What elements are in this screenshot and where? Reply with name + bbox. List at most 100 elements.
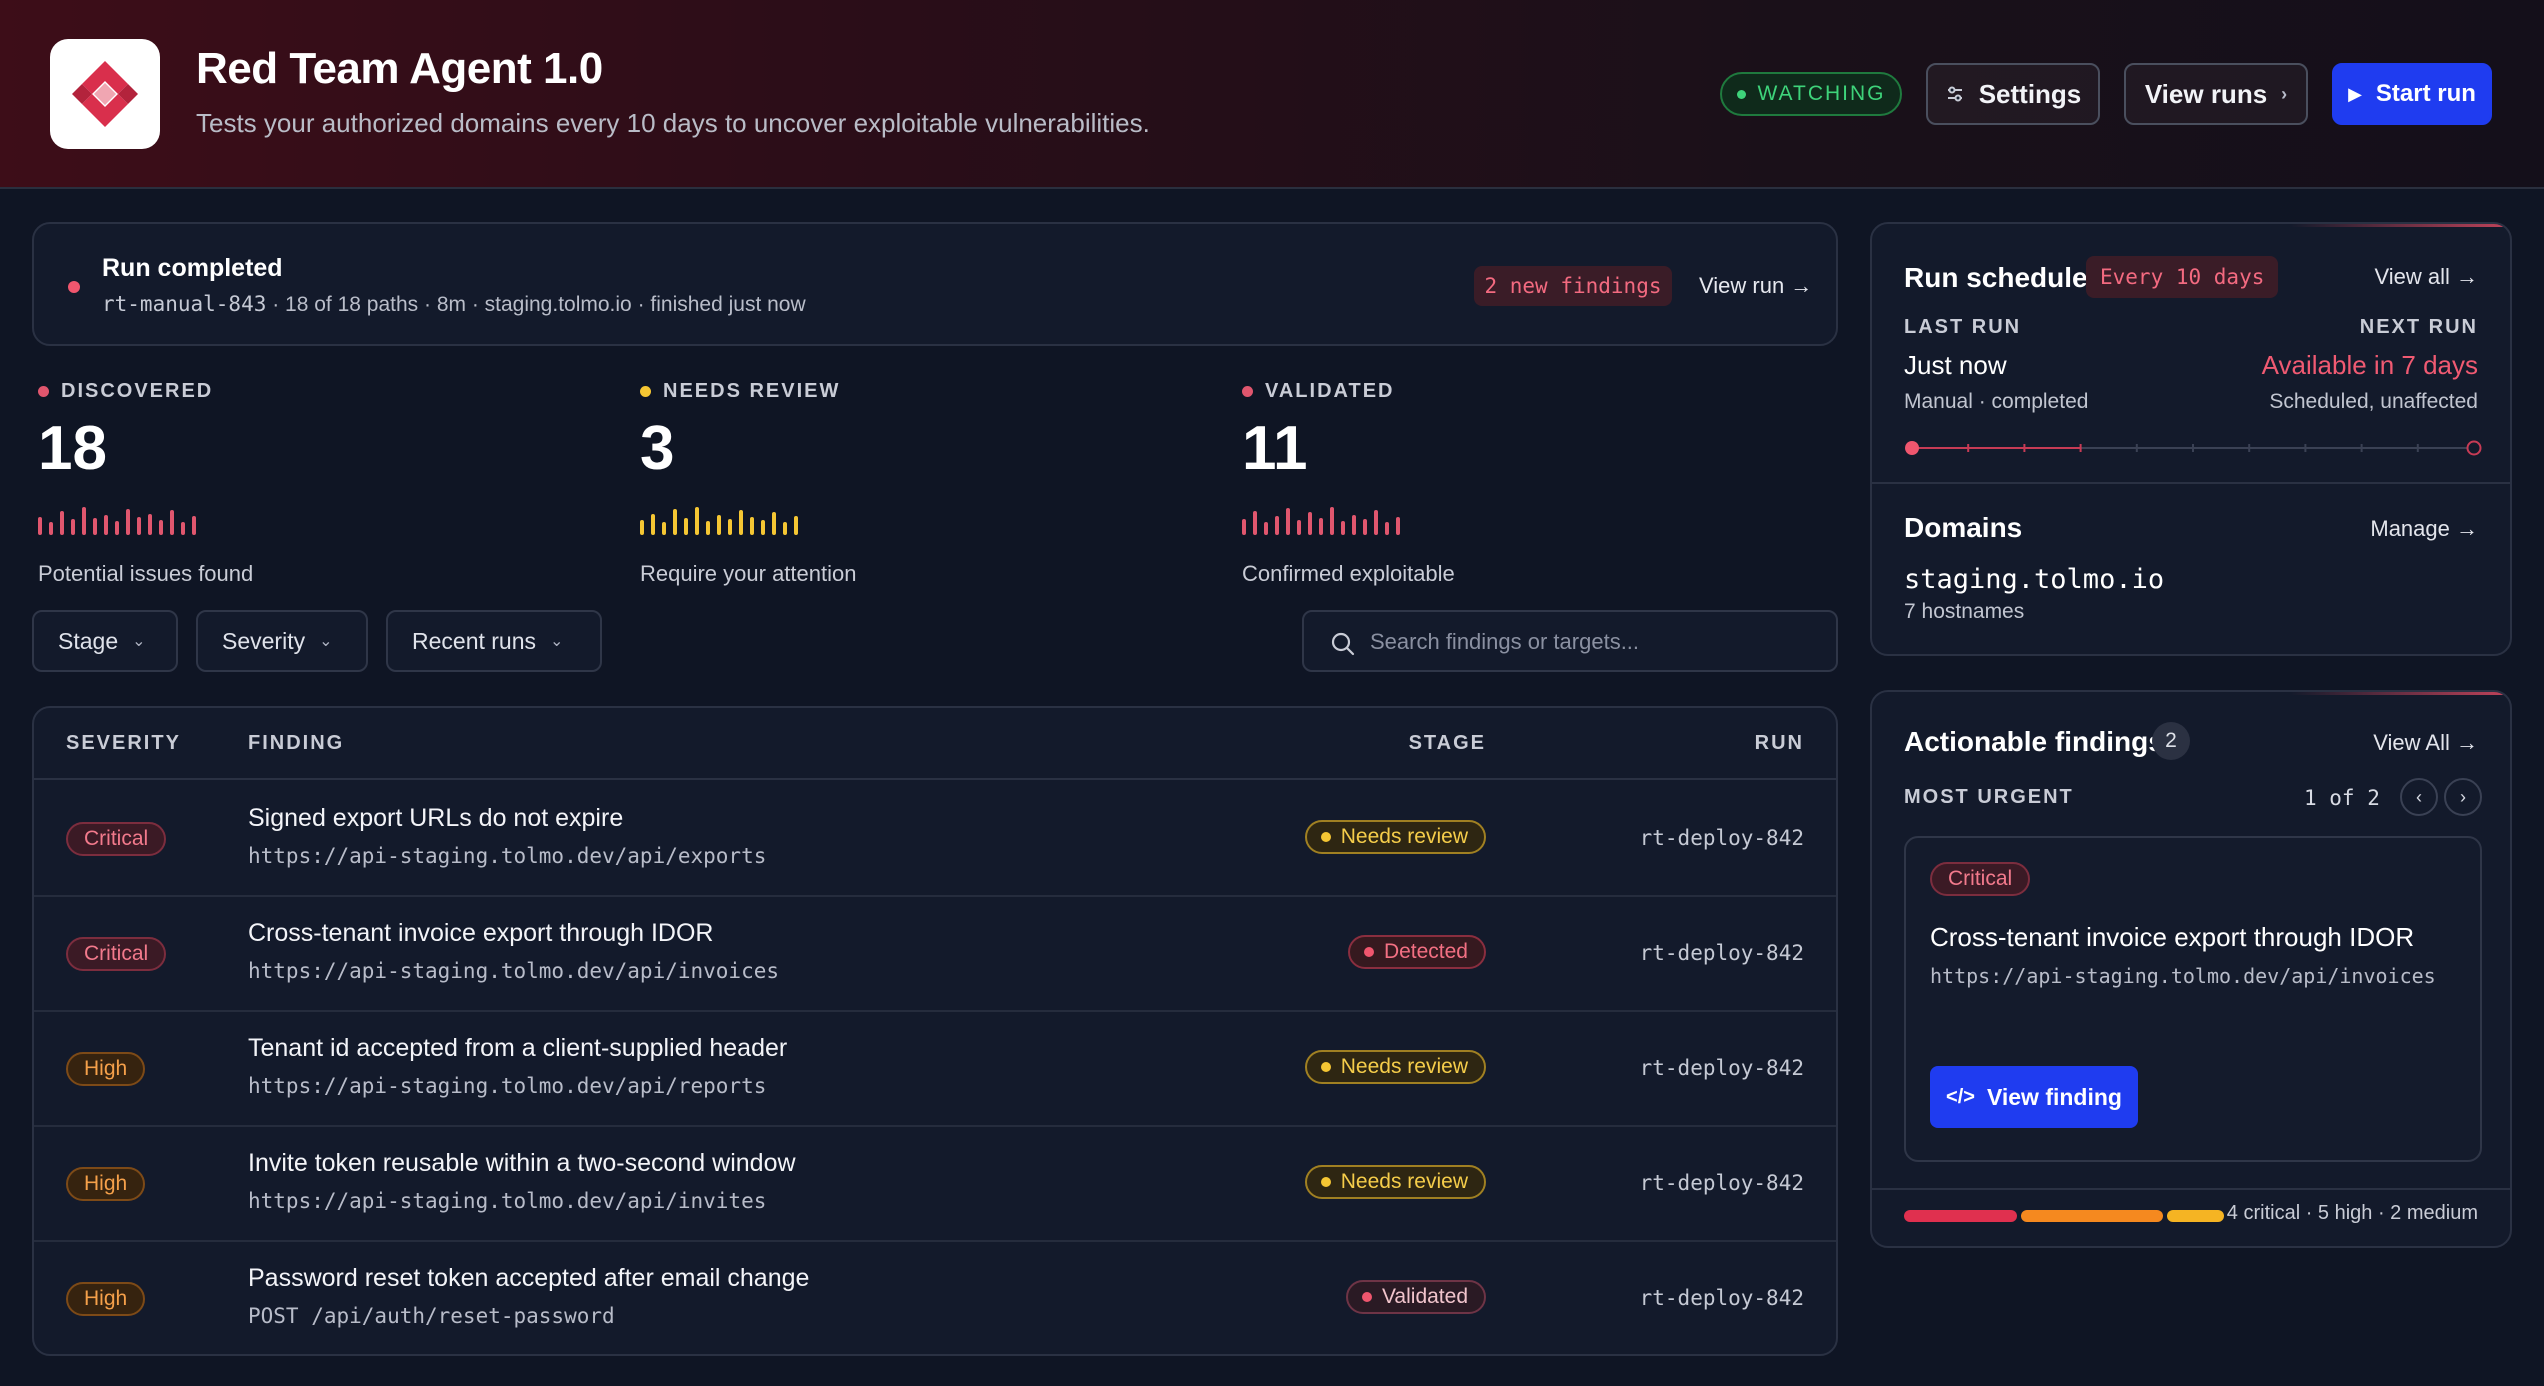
- view-runs-button[interactable]: View runs ›: [2124, 63, 2308, 125]
- spark-bar: [673, 509, 677, 535]
- previous-finding-button[interactable]: ‹: [2400, 778, 2438, 816]
- stage-dot-icon: [1320, 1177, 1331, 1187]
- stage-label: Detected: [1383, 940, 1468, 963]
- finding-column-header[interactable]: FINDING: [248, 732, 345, 754]
- table-row[interactable]: Critical Signed export URLs do not expire…: [34, 782, 1836, 897]
- manage-domains-link[interactable]: Manage →: [2370, 516, 2478, 541]
- actionable-findings-title: Actionable findings: [1904, 726, 2164, 757]
- severity-column-header[interactable]: SEVERITY: [66, 732, 181, 754]
- spark-bar: [181, 522, 185, 535]
- severity-filter-dropdown[interactable]: Severity ⌄: [196, 610, 368, 672]
- spark-bar: [1308, 512, 1312, 535]
- spark-bar: [60, 511, 64, 535]
- spark-bar: [1396, 517, 1400, 535]
- run-column-header[interactable]: RUN: [1754, 732, 1804, 754]
- stat-needs-review: NEEDS REVIEW 3 Require your attention: [640, 380, 940, 587]
- stage-badge: Needs review: [1304, 1050, 1486, 1084]
- finding-title: Invite token reusable within a two-secon…: [248, 1149, 796, 1177]
- spark-bar: [783, 522, 787, 535]
- stage-filter-dropdown[interactable]: Stage ⌄: [32, 610, 178, 672]
- play-icon: ▶: [2348, 83, 2362, 104]
- stat-label: VALIDATED: [1242, 380, 1542, 403]
- finding-title: Tenant id accepted from a client-supplie…: [248, 1034, 788, 1062]
- finding-url: POST /api/auth/reset-password: [248, 1304, 615, 1328]
- domain-name: staging.tolmo.io: [1904, 564, 2165, 595]
- stat-value: 18: [38, 414, 107, 483]
- spark-bar: [170, 510, 174, 535]
- finding-url: https://api-staging.tolmo.dev/api/invoic…: [248, 959, 780, 983]
- table-row[interactable]: Critical Cross-tenant invoice export thro…: [34, 897, 1836, 1012]
- settings-button[interactable]: Settings: [1926, 63, 2100, 125]
- spark-bar: [651, 514, 655, 535]
- table-row[interactable]: High Invite token reusable within a two-s…: [34, 1127, 1836, 1242]
- finding-title: Signed export URLs do not expire: [248, 804, 624, 832]
- domain-hostname-count: 7 hostnames: [1904, 600, 2025, 623]
- spark-bar: [1253, 511, 1257, 535]
- spark-bar: [159, 520, 163, 535]
- findings-count-badge: 2: [2152, 722, 2190, 760]
- next-finding-button[interactable]: ›: [2444, 778, 2482, 816]
- view-all-findings-link[interactable]: View All →: [2373, 730, 2478, 755]
- spark-bar: [1341, 521, 1345, 535]
- banner-run-meta: · 18 of 18 paths · 8m · staging.tolmo.io…: [272, 293, 806, 316]
- view-all-schedule-link[interactable]: View all →: [2374, 264, 2478, 289]
- chevron-down-icon: ⌄: [132, 633, 146, 650]
- recent-runs-filter-label: Recent runs: [412, 627, 537, 654]
- spark-bar: [706, 521, 710, 535]
- finding-url: https://api-staging.tolmo.dev/api/export…: [248, 844, 767, 868]
- search-box: [1302, 610, 1838, 672]
- stat-dot-icon: [640, 386, 651, 397]
- sliders-icon: [1947, 86, 1962, 102]
- stage-label: Needs review: [1340, 1170, 1468, 1193]
- chevron-left-icon: ‹: [2416, 786, 2422, 807]
- spark-bar: [1264, 522, 1268, 535]
- banner-run-id: rt-manual-843: [102, 292, 267, 316]
- chevron-down-icon: ⌄: [319, 633, 333, 650]
- view-finding-button[interactable]: </> View finding: [1930, 1066, 2138, 1128]
- view-run-link[interactable]: View run →: [1699, 273, 1813, 298]
- spark-bar: [750, 517, 754, 535]
- view-finding-label: View finding: [1986, 1083, 2122, 1110]
- stat-label: NEEDS REVIEW: [640, 380, 940, 403]
- finding-title: Cross-tenant invoice export through IDOR: [248, 919, 714, 947]
- stage-label: Needs review: [1340, 825, 1468, 848]
- spark-bar: [739, 510, 743, 535]
- spark-bar: [137, 517, 141, 535]
- run-id: rt-deploy-842: [1639, 826, 1804, 850]
- next-run-value: Available in 7 days: [2261, 350, 2478, 380]
- spark-bar: [1275, 516, 1279, 535]
- table-row[interactable]: High Password reset token accepted after …: [34, 1242, 1836, 1354]
- panel-accent-line: [2290, 224, 2510, 227]
- severity-bar-high: [2021, 1210, 2163, 1222]
- new-findings-badge: 2 new findings: [1474, 266, 1672, 306]
- last-run-sub: Manual · completed: [1904, 390, 2089, 413]
- banner-details: rt-manual-843 · 18 of 18 paths · 8m · st…: [102, 292, 806, 317]
- run-id: rt-deploy-842: [1639, 1171, 1804, 1195]
- start-run-button[interactable]: ▶ Start run: [2332, 63, 2492, 125]
- chevron-right-icon: ›: [2460, 786, 2466, 807]
- spark-bar: [640, 520, 644, 535]
- run-schedule-panel: Run schedule Every 10 days View all → LA…: [1870, 222, 2512, 656]
- table-row[interactable]: High Tenant id accepted from a client-sup…: [34, 1012, 1836, 1127]
- stat-label-text: DISCOVERED: [61, 380, 214, 402]
- stat-description: Require your attention: [640, 561, 857, 586]
- divider: [1872, 482, 2510, 484]
- severity-bar-medium: [2167, 1210, 2224, 1222]
- card-finding-title: Cross-tenant invoice export through IDOR: [1930, 922, 2415, 952]
- stage-column-header[interactable]: STAGE: [1408, 732, 1486, 754]
- spark-bar: [148, 514, 152, 535]
- stage-dot-icon: [1361, 1292, 1372, 1302]
- code-icon: </>: [1946, 1085, 1975, 1108]
- stat-label: DISCOVERED: [38, 380, 338, 403]
- spark-bar: [1385, 522, 1389, 535]
- severity-badge: Critical: [66, 937, 167, 971]
- divider: [1872, 1188, 2510, 1190]
- search-input[interactable]: [1370, 626, 1810, 658]
- severity-bar-critical: [1904, 1210, 2017, 1222]
- run-id: rt-deploy-842: [1639, 941, 1804, 965]
- recent-runs-filter-dropdown[interactable]: Recent runs ⌄: [386, 610, 602, 672]
- severity-summary: 4 critical · 5 high · 2 medium: [2226, 1202, 2478, 1224]
- severity-badge: Critical: [66, 822, 167, 856]
- stat-sparkline: [38, 505, 338, 535]
- spark-bar: [1242, 519, 1246, 535]
